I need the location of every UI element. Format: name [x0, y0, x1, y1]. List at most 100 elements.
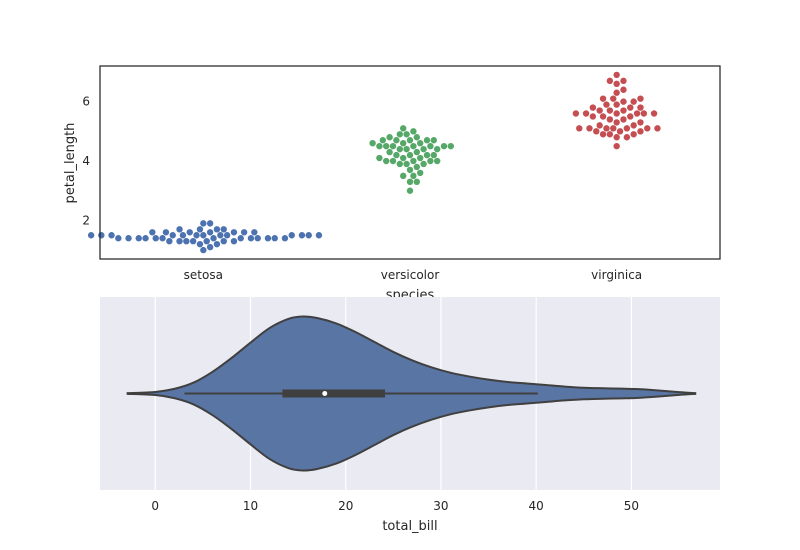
x-tick-label: 10 — [243, 499, 258, 513]
swarm-point — [369, 140, 376, 147]
swarm-point — [254, 235, 261, 242]
swarm-point — [400, 140, 407, 147]
swarm-point — [186, 229, 193, 236]
swarm-point — [623, 134, 631, 141]
swarm-point — [410, 172, 417, 180]
swarm-point — [386, 148, 393, 156]
swarm-point — [603, 125, 610, 132]
swarm-point — [403, 160, 410, 168]
swarm-point — [613, 89, 620, 96]
swarm-point — [606, 116, 614, 123]
swarm-plot-frame — [99, 65, 721, 260]
x-tick-label: 20 — [338, 499, 353, 513]
swarm-point — [603, 101, 610, 108]
swarm-point — [410, 157, 417, 165]
swarm-point — [125, 235, 132, 242]
swarm-point — [596, 107, 603, 114]
swarm-point — [620, 116, 627, 123]
swarm-point — [108, 232, 115, 239]
swarm-point — [613, 80, 620, 88]
x-tick-label: 40 — [529, 499, 544, 513]
swarm-point — [572, 110, 580, 117]
swarm-point — [637, 95, 644, 102]
swarm-y-tick-labels: 2 4 6 — [82, 95, 90, 228]
swarm-point — [613, 110, 620, 117]
x-tick-label: 50 — [624, 499, 639, 513]
swarm-point — [189, 237, 197, 245]
swarm-points — [87, 71, 661, 254]
swarm-point — [620, 98, 627, 105]
swarm-point — [166, 237, 173, 245]
swarm-point — [230, 237, 238, 245]
swarm-point — [576, 125, 583, 132]
swarm-point — [403, 131, 410, 138]
swarm-point — [200, 220, 207, 227]
swarm-point — [400, 172, 407, 180]
swarm-point — [393, 151, 400, 159]
x-tick-label: 0 — [151, 499, 159, 513]
swarm-point — [637, 128, 644, 135]
swarm-point — [406, 178, 414, 185]
swarm-point — [420, 145, 427, 153]
swarm-point — [633, 110, 641, 117]
swarm-point — [206, 220, 214, 227]
swarm-point — [630, 122, 637, 129]
swarm-point — [613, 71, 620, 79]
swarm-point — [596, 122, 603, 129]
swarm-point — [586, 125, 593, 132]
swarm-point — [406, 187, 414, 194]
swarm-point — [376, 142, 383, 150]
swarm-point — [206, 229, 214, 236]
x-tick-label: virginica — [591, 268, 642, 282]
swarm-point — [610, 95, 617, 102]
violin-x-tick-labels: 0 10 20 30 40 50 — [151, 499, 639, 513]
swarm-point — [637, 119, 644, 126]
swarm-point — [589, 104, 597, 111]
swarm-point — [288, 232, 295, 239]
swarm-point — [606, 107, 614, 114]
swarm-point — [417, 140, 424, 147]
swarm-point — [440, 142, 448, 150]
swarm-point — [193, 232, 200, 239]
swarm-point — [589, 113, 597, 120]
swarm-point — [613, 119, 620, 126]
violin-iqr-box — [282, 389, 386, 398]
swarm-point — [423, 137, 431, 144]
swarm-point — [613, 142, 620, 150]
x-tick-label: setosa — [184, 268, 223, 282]
swarm-y-axis-label: petal_length — [63, 123, 78, 204]
swarm-point — [389, 157, 397, 165]
swarm-point — [430, 151, 437, 159]
swarm-point — [383, 157, 390, 165]
swarm-point — [427, 157, 434, 165]
swarm-point — [176, 226, 183, 233]
swarm-point — [220, 226, 227, 233]
swarm-point — [420, 160, 427, 168]
swarm-point — [413, 178, 420, 185]
swarm-point — [417, 154, 424, 162]
swarm-point — [210, 235, 217, 242]
swarm-point — [251, 229, 258, 236]
swarm-point — [410, 128, 417, 135]
swarm-point — [403, 145, 410, 153]
swarm-point — [200, 232, 207, 239]
swarm-point — [613, 134, 620, 141]
swarm-point — [400, 154, 407, 162]
swarm-point — [213, 226, 221, 233]
swarm-point — [220, 237, 227, 245]
swarm-point — [637, 104, 644, 111]
swarm-point — [271, 235, 278, 242]
y-tick-label: 2 — [82, 213, 90, 227]
swarm-point — [640, 110, 648, 117]
swarm-point — [599, 131, 607, 138]
swarm-point — [406, 166, 414, 174]
x-tick-label: 30 — [433, 499, 448, 513]
swarm-point — [582, 110, 590, 117]
swarm-point — [183, 237, 190, 245]
swarm-point — [206, 243, 214, 251]
swarm-point — [396, 131, 403, 138]
swarm-point — [213, 240, 221, 248]
swarm-point — [434, 157, 441, 165]
swarm-point — [599, 113, 607, 120]
